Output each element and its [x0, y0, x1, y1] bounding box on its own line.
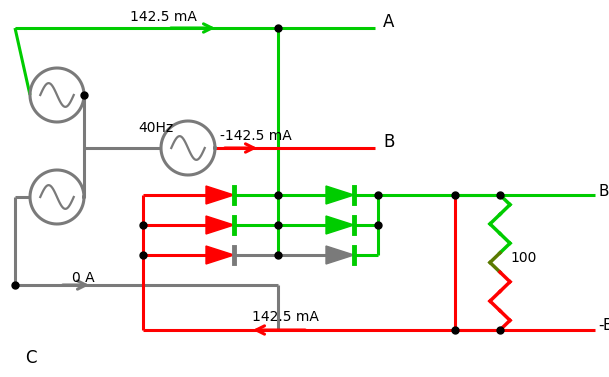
Text: 142.5 mA: 142.5 mA: [252, 310, 319, 324]
Text: 142.5 mA: 142.5 mA: [130, 10, 197, 24]
Polygon shape: [206, 246, 234, 264]
Text: C: C: [25, 349, 37, 367]
Text: Bat: Bat: [598, 184, 609, 199]
Polygon shape: [206, 216, 234, 234]
Text: 100: 100: [510, 251, 537, 265]
Text: 0 A: 0 A: [72, 271, 94, 285]
Polygon shape: [206, 186, 234, 204]
Text: -Bat: -Bat: [598, 317, 609, 333]
Text: B: B: [383, 133, 395, 151]
Text: -142.5 mA: -142.5 mA: [220, 129, 292, 143]
Text: 40Hz: 40Hz: [138, 121, 173, 135]
Polygon shape: [326, 216, 354, 234]
Polygon shape: [326, 186, 354, 204]
Text: A: A: [383, 13, 395, 31]
Polygon shape: [326, 246, 354, 264]
